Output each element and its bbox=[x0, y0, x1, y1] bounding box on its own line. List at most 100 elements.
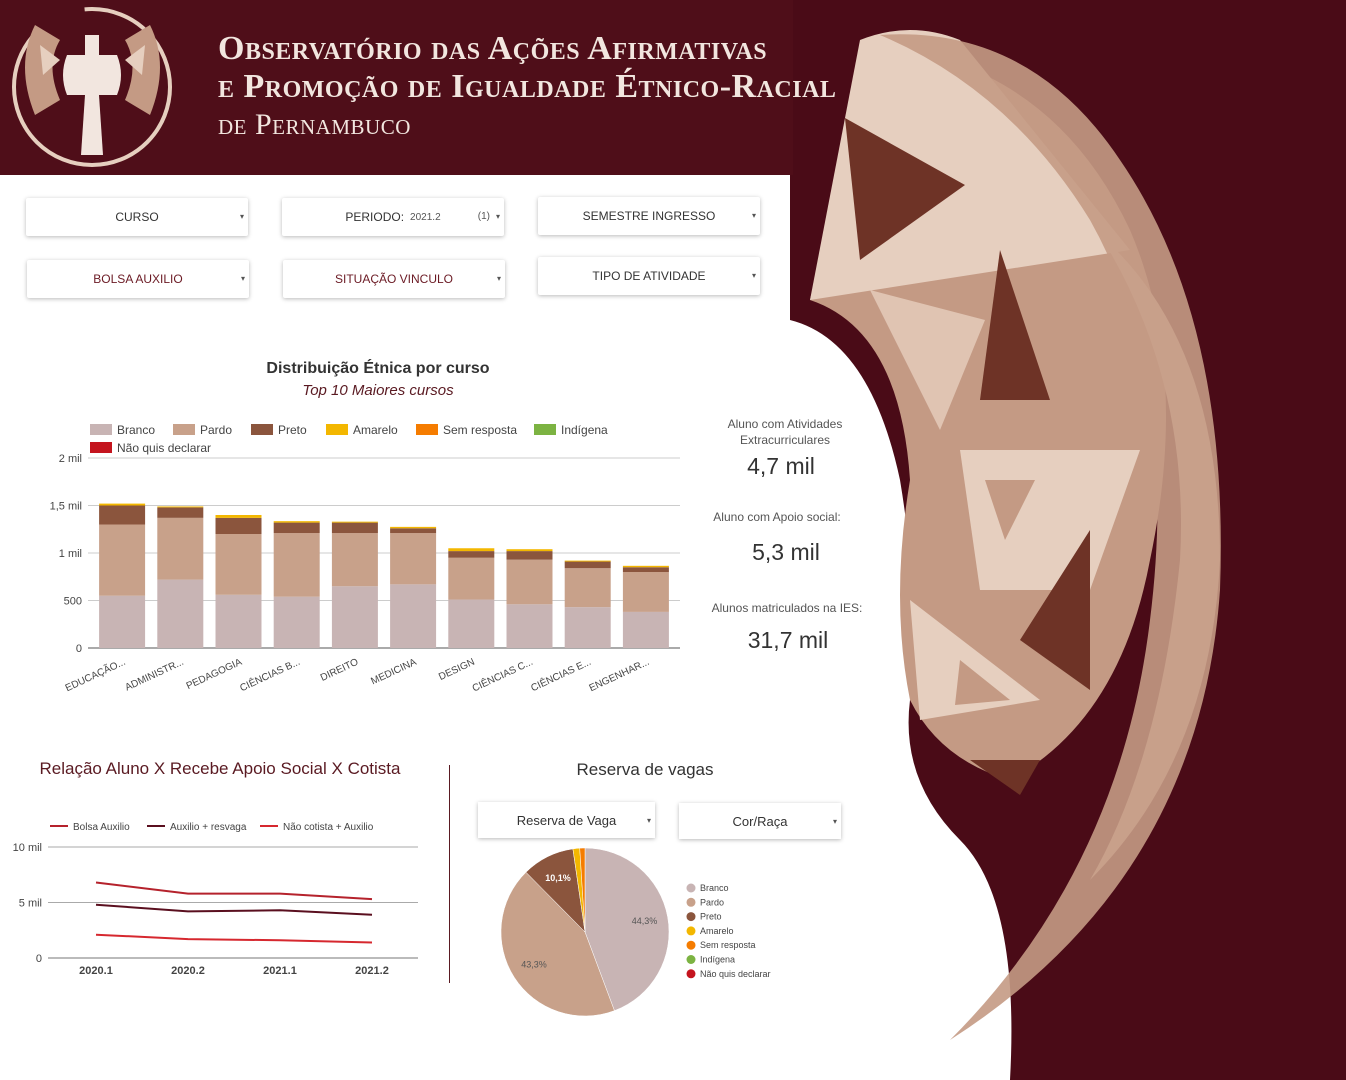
bar-segment bbox=[448, 548, 495, 552]
bolsa-auxilio-filter[interactable]: BOLSA AUXILIO ▾ bbox=[27, 260, 249, 298]
curso-filter[interactable]: CURSO ▾ bbox=[26, 198, 248, 236]
bar-segment bbox=[157, 579, 204, 648]
periodo-filter[interactable]: PERIODO: 2021.2 (1) ▾ bbox=[282, 198, 504, 236]
periodo-filter-count: (1) bbox=[477, 211, 490, 222]
chevron-down-icon: ▾ bbox=[496, 274, 501, 283]
legend-dot bbox=[686, 969, 696, 979]
legend-swatch bbox=[251, 424, 273, 435]
y-tick-label: 500 bbox=[64, 596, 82, 608]
bar-segment bbox=[564, 568, 611, 608]
bar-chart-subtitle: Top 10 Maiores cursos bbox=[302, 382, 454, 399]
kpi-apoio-value: 5,3 mil bbox=[752, 539, 820, 565]
series-line bbox=[95, 933, 373, 944]
legend-label: Indígena bbox=[700, 955, 735, 965]
y-tick-label: 5 mil bbox=[19, 898, 42, 910]
legend-label: Indígena bbox=[561, 423, 608, 437]
bar-segment bbox=[273, 533, 320, 597]
situacao-vinculo-filter[interactable]: SITUAÇÃO VINCULO ▾ bbox=[283, 260, 505, 298]
pie-slice-label: 43,3% bbox=[521, 960, 547, 970]
y-tick-label: 2 mil bbox=[59, 453, 82, 465]
legend-swatch bbox=[90, 424, 112, 435]
chevron-down-icon: ▾ bbox=[495, 212, 500, 221]
section-divider bbox=[449, 765, 450, 983]
legend-label: Branco bbox=[117, 423, 155, 437]
x-tick-label: CIÊNCIAS E... bbox=[529, 655, 593, 694]
kpi-matriculados-value: 31,7 mil bbox=[747, 627, 829, 653]
x-tick-label: 2021.1 bbox=[263, 965, 297, 977]
bar-segment bbox=[157, 506, 204, 508]
bar-segment bbox=[273, 521, 320, 523]
reserva-pie-chart: 44,3% 43,3% 10,1% Branco Pardo Preto Amarelo Se… bbox=[500, 847, 771, 1017]
legend-label: Amarelo bbox=[700, 926, 734, 936]
x-tick-label: 2020.2 bbox=[171, 965, 205, 977]
bar-segment bbox=[99, 503, 146, 506]
bar-segment bbox=[390, 528, 437, 534]
x-tick-label: ADMINISTR... bbox=[124, 657, 186, 694]
semestre-ingresso-filter[interactable]: SEMESTRE INGRESSO ▾ bbox=[538, 197, 760, 235]
bar-segment bbox=[390, 584, 437, 648]
x-tick-label: PEDAGOGIA bbox=[185, 657, 244, 692]
kpi-atividades-label: Aluno com Atividades Extracurriculares bbox=[727, 417, 843, 447]
legend-dot bbox=[686, 912, 696, 922]
bar-segment bbox=[99, 505, 146, 525]
chevron-down-icon: ▾ bbox=[239, 212, 244, 221]
series-line bbox=[95, 881, 373, 901]
bar-segment bbox=[215, 517, 262, 534]
x-tick-label: EDUCAÇÃO... bbox=[63, 655, 127, 694]
curso-filter-label: CURSO bbox=[115, 210, 159, 224]
observatorio-logo bbox=[12, 7, 172, 167]
chevron-down-icon: ▾ bbox=[240, 274, 245, 283]
x-tick-label: CIÊNCIAS C... bbox=[470, 655, 535, 694]
bar-segment bbox=[506, 551, 553, 560]
legend-label: Branco bbox=[700, 883, 729, 893]
chevron-down-icon: ▾ bbox=[751, 271, 756, 280]
bolsa-filter-label: BOLSA AUXILIO bbox=[93, 272, 183, 286]
bar-segment bbox=[564, 560, 611, 562]
reserva-vaga-dropdown-label: Reserva de Vaga bbox=[516, 812, 617, 828]
bar-segment bbox=[331, 521, 378, 523]
decorative-pattern bbox=[790, 0, 1346, 1080]
legend-label: Não quis declarar bbox=[700, 969, 771, 979]
atividade-filter-label: TIPO DE ATIVIDADE bbox=[592, 269, 706, 283]
x-tick-label: DIREITO bbox=[319, 657, 360, 684]
y-tick-label: 1 mil bbox=[59, 548, 82, 560]
reserva-title: Reserva de vagas bbox=[576, 760, 714, 779]
legend-swatch bbox=[534, 424, 556, 435]
kpi-apoio-label: Aluno com Apoio social: bbox=[713, 510, 841, 524]
bar-segment bbox=[448, 551, 495, 558]
legend-label: Bolsa Auxilio bbox=[73, 822, 130, 833]
legend-swatch bbox=[173, 424, 195, 435]
apoio-social-line-chart: Bolsa Auxilio Auxilio + resvaga Não cotist… bbox=[13, 822, 418, 977]
legend-label: Preto bbox=[278, 423, 307, 437]
legend-dot bbox=[686, 955, 696, 964]
bar-segment bbox=[273, 522, 320, 534]
header-title-line1: Observatório das Ações Afirmativas bbox=[218, 30, 768, 67]
header-title-line3: de Pernambuco bbox=[218, 108, 411, 141]
legend-label: Não cotista + Auxilio bbox=[283, 822, 374, 833]
bar-segment bbox=[448, 557, 495, 600]
x-tick-label: 2020.1 bbox=[79, 965, 113, 977]
pie-slice bbox=[500, 871, 615, 1017]
legend-label: Sem resposta bbox=[700, 940, 756, 950]
bar-segment bbox=[331, 522, 378, 534]
bar-segment bbox=[273, 596, 320, 648]
bar-segment bbox=[390, 533, 437, 585]
kpi-matriculados-label: Alunos matriculados na IES: bbox=[711, 601, 863, 615]
bar-segment bbox=[157, 517, 204, 580]
cor-raca-dropdown[interactable]: Cor/Raça ▾ bbox=[679, 803, 841, 839]
reserva-vaga-dropdown[interactable]: Reserva de Vaga ▾ bbox=[478, 802, 655, 838]
tipo-atividade-filter[interactable]: TIPO DE ATIVIDADE ▾ bbox=[538, 257, 760, 295]
chevron-down-icon: ▾ bbox=[832, 817, 837, 826]
chevron-down-icon: ▾ bbox=[751, 211, 756, 220]
y-tick-label: 10 mil bbox=[13, 842, 42, 854]
bar-segment bbox=[622, 567, 669, 572]
periodo-filter-label: PERIODO: bbox=[345, 210, 405, 224]
legend-label: Auxilio + resvaga bbox=[170, 822, 247, 833]
bar-segment bbox=[331, 586, 378, 648]
bar-segment bbox=[99, 524, 146, 596]
header-title-line2: e Promoção de Igualdade Étnico-Racial bbox=[218, 68, 837, 105]
legend-label: Preto bbox=[700, 912, 722, 922]
x-tick-label: DESIGN bbox=[437, 657, 476, 683]
legend-label: Pardo bbox=[700, 897, 724, 907]
bar-segment bbox=[215, 594, 262, 648]
